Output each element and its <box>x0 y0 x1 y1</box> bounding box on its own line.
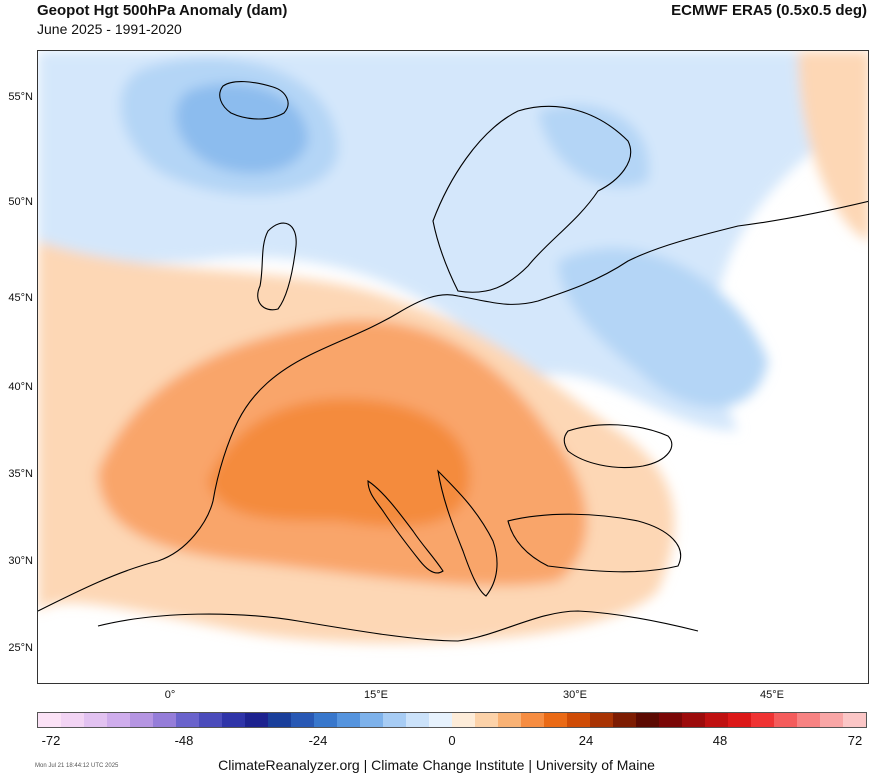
colorbar-tick: -48 <box>174 733 194 748</box>
lon-label-30e: 30°E <box>563 689 587 701</box>
coastline-iceland <box>219 81 289 120</box>
coastline-british-isles <box>257 222 297 311</box>
colorbar-swatch <box>728 713 751 727</box>
lat-label-35n: 35°N <box>8 468 33 480</box>
lat-label-45n: 45°N <box>8 292 33 304</box>
colorbar-swatch <box>268 713 291 727</box>
coastline-scandinavia <box>432 105 632 293</box>
colorbar-swatch <box>682 713 705 727</box>
moderate-negative-region-russia <box>558 248 768 408</box>
moderate-negative-region-north <box>538 104 650 188</box>
coastlines <box>38 81 868 642</box>
anomaly-map <box>37 50 869 684</box>
colorbar-swatch <box>567 713 590 727</box>
strong-negative-region-iceland <box>175 83 308 174</box>
colorbar-swatch <box>498 713 521 727</box>
colorbar <box>37 712 867 728</box>
colorbar-tick: -72 <box>41 733 61 748</box>
colorbar-swatch <box>843 713 866 727</box>
data-source-label: ECMWF ERA5 (0.5x0.5 deg) <box>671 2 867 19</box>
lon-label-0: 0° <box>164 689 176 701</box>
colorbar-swatch <box>84 713 107 727</box>
colorbar-swatch <box>797 713 820 727</box>
colorbar-swatch <box>544 713 567 727</box>
weak-positive-region-ne <box>798 51 868 241</box>
colorbar-swatch <box>820 713 843 727</box>
colorbar-swatch <box>613 713 636 727</box>
colorbar-swatch <box>406 713 429 727</box>
colorbar-swatch <box>360 713 383 727</box>
map-title: Geopot Hgt 500hPa Anomaly (dam) <box>37 2 288 19</box>
colorbar-swatch <box>291 713 314 727</box>
colorbar-swatch <box>590 713 613 727</box>
colorbar-swatch <box>383 713 406 727</box>
colorbar-swatch <box>130 713 153 727</box>
lat-label-40n: 40°N <box>8 381 33 393</box>
colorbar-swatch <box>107 713 130 727</box>
strong-positive-region <box>208 398 470 527</box>
credit-line: ClimateReanalyzer.org | Climate Change I… <box>218 757 655 773</box>
coastline-turkey <box>507 513 681 573</box>
colorbar-tick: 72 <box>847 733 863 748</box>
colorbar-swatch <box>475 713 498 727</box>
colorbar-swatch <box>222 713 245 727</box>
lat-label-50n: 50°N <box>8 196 33 208</box>
colorbar-swatch <box>199 713 222 727</box>
lat-label-55n: 55°N <box>8 91 33 103</box>
colorbar-swatch <box>337 713 360 727</box>
colorbar-swatch <box>659 713 682 727</box>
timestamp: Mon Jul 21 18:44:12 UTC 2025 <box>35 763 119 769</box>
colorbar-swatch <box>452 713 475 727</box>
lon-label-15e: 15°E <box>364 689 388 701</box>
coastline-black-sea <box>563 424 673 469</box>
colorbar-swatch <box>245 713 268 727</box>
colorbar-swatch <box>176 713 199 727</box>
colorbar-swatch <box>314 713 337 727</box>
map-subtitle: June 2025 - 1991-2020 <box>37 21 182 37</box>
colorbar-swatch <box>636 713 659 727</box>
coastline-balkans-greece <box>437 469 498 597</box>
colorbar-swatch <box>429 713 452 727</box>
colorbar-swatch <box>751 713 774 727</box>
colorbar-swatch <box>521 713 544 727</box>
colorbar-swatch <box>153 713 176 727</box>
colorbar-swatch <box>38 713 61 727</box>
coastline-continent <box>38 200 868 612</box>
colorbar-swatch <box>774 713 797 727</box>
lat-label-30n: 30°N <box>8 555 33 567</box>
colorbar-tick: 0 <box>448 733 456 748</box>
colorbar-tick: -24 <box>308 733 328 748</box>
coastline-north-africa <box>97 610 699 642</box>
map-canvas <box>38 51 868 643</box>
lon-label-45e: 45°E <box>760 689 784 701</box>
anomaly-field <box>38 51 868 643</box>
lat-label-25n: 25°N <box>8 642 33 654</box>
colorbar-tick: 48 <box>712 733 728 748</box>
coastline-italy <box>367 479 444 574</box>
colorbar-tick: 24 <box>578 733 594 748</box>
colorbar-swatch <box>705 713 728 727</box>
colorbar-swatch <box>61 713 84 727</box>
